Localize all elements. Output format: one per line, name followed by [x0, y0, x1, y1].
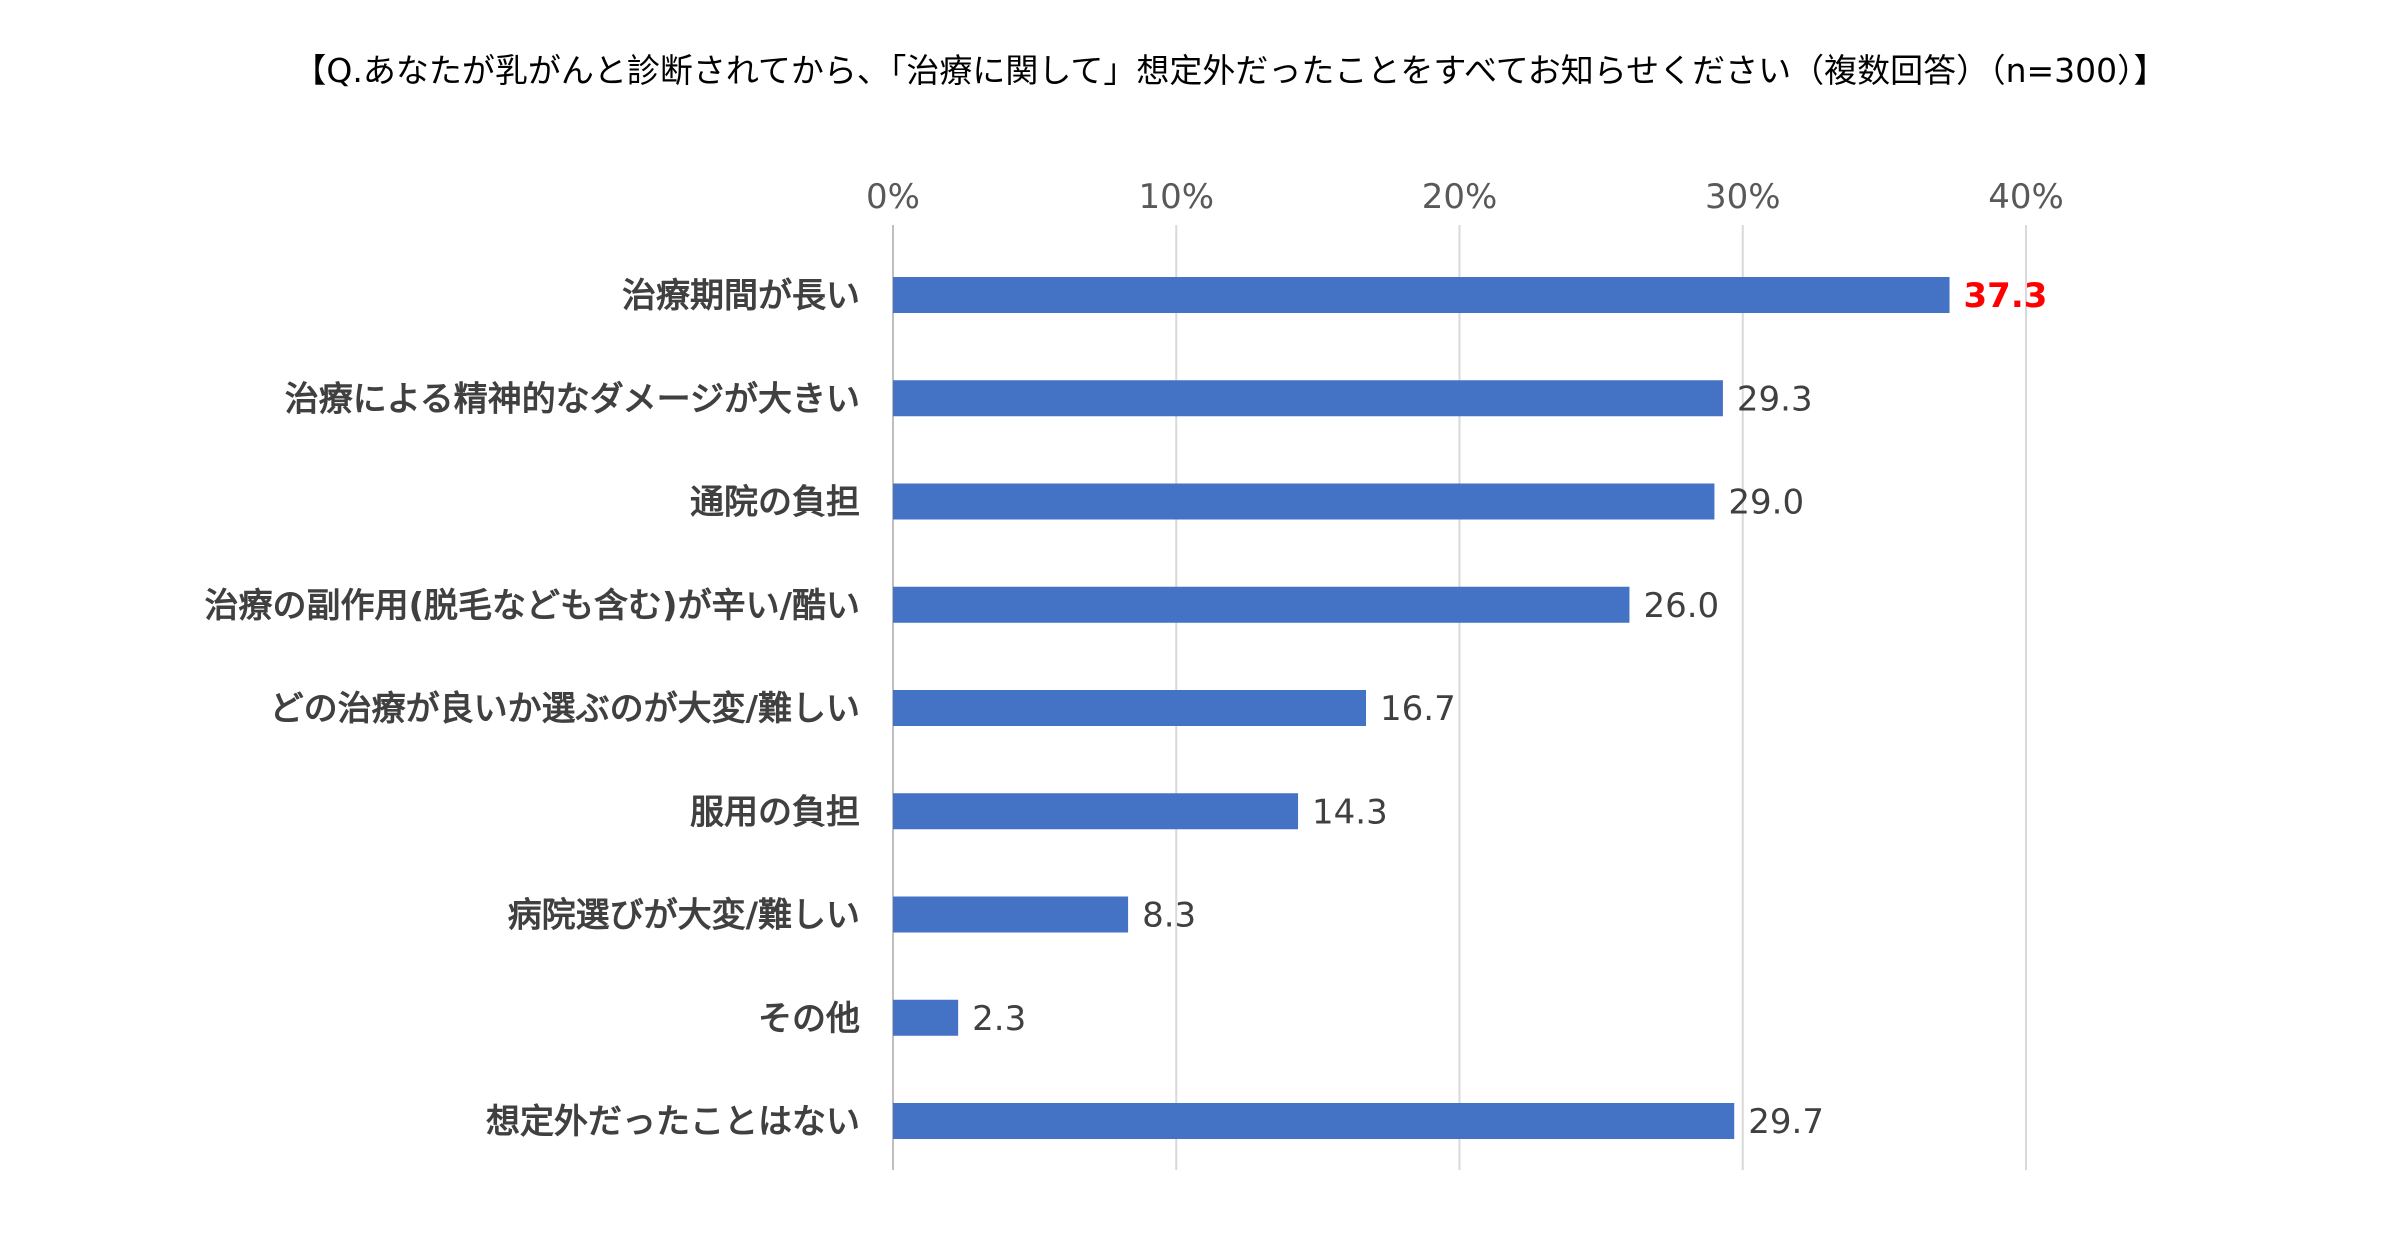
data-label: 8.3 — [1142, 896, 1196, 936]
data-label: 14.3 — [1312, 792, 1388, 832]
bar — [893, 896, 1129, 933]
data-label: 16.7 — [1380, 689, 1456, 729]
x-axis-ticks: 0% 10% 20% 30% 40% — [866, 177, 2064, 217]
bar — [893, 1103, 1735, 1139]
data-label: 26.0 — [1643, 586, 1719, 626]
data-labels: 37.3 29.3 29.0 26.0 16.7 14.3 8.3 2.3 29.7 — [972, 276, 2047, 1142]
category-label: どの治療が良いか選ぶのが大変/難しい — [270, 689, 860, 729]
data-label-highlight: 37.3 — [1964, 276, 2048, 316]
category-label: 想定外だったことはない — [486, 1102, 860, 1142]
category-label: 治療による精神的なダメージが大きい — [285, 379, 860, 419]
bar — [893, 483, 1715, 520]
bar — [893, 999, 959, 1036]
data-label: 29.0 — [1728, 483, 1804, 523]
bar — [893, 586, 1630, 623]
x-tick-label: 40% — [1988, 177, 2064, 217]
x-tick-label: 10% — [1138, 177, 1214, 217]
data-label: 29.3 — [1737, 379, 1813, 419]
x-tick-label: 0% — [866, 177, 920, 217]
category-label: 病院選びが大変/難しい — [508, 896, 860, 936]
bar — [893, 277, 1950, 313]
category-label: 治療の副作用(脱毛なども含む)が辛い/酷い — [205, 586, 861, 626]
category-label: 通院の負担 — [690, 483, 860, 523]
category-label: 治療期間が長い — [622, 276, 860, 316]
category-label: 服用の負担 — [690, 792, 860, 832]
data-label: 29.7 — [1748, 1102, 1824, 1142]
category-label: その他 — [758, 999, 860, 1039]
chart-title: 【Q.あなたが乳がんと診断されてから、「治療に関して」想定外だったことをすべてお… — [293, 51, 2166, 90]
bar — [893, 793, 1299, 830]
bars — [893, 277, 1950, 1139]
data-label: 2.3 — [972, 999, 1026, 1039]
bar — [893, 380, 1723, 417]
bar — [893, 690, 1367, 726]
x-tick-label: 20% — [1422, 177, 1498, 217]
category-labels: 治療期間が長い治療による精神的なダメージが大きい通院の負担治療の副作用(脱毛など… — [205, 276, 861, 1142]
x-tick-label: 30% — [1705, 177, 1781, 217]
